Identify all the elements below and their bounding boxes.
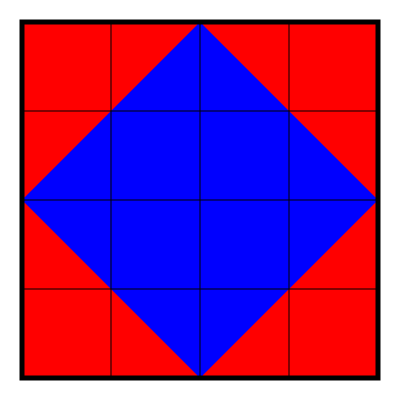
grid-lines xyxy=(22,22,378,378)
outer-border xyxy=(19,19,381,381)
